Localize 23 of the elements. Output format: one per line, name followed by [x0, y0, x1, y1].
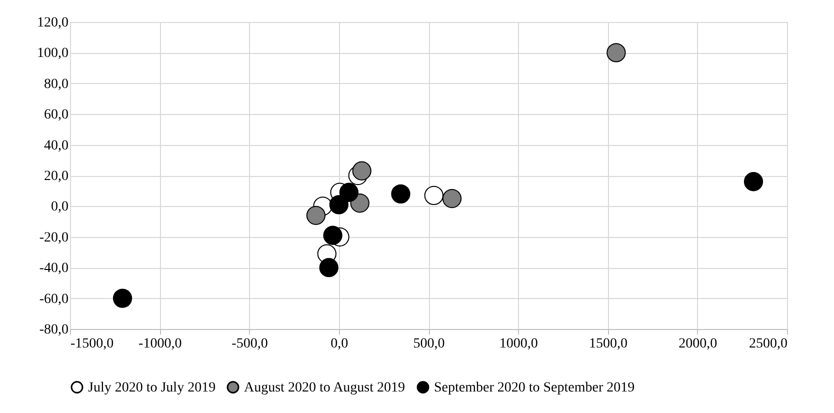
x-tick-label: 2000,0	[678, 336, 718, 352]
y-tick-label: -40,0	[39, 261, 68, 276]
y-tick-label: 80,0	[44, 76, 68, 92]
x-tick-label: -1000,0	[138, 336, 182, 352]
x-tick-label: 500,0	[413, 336, 445, 352]
legend-label: September 2020 to September 2019	[434, 380, 635, 396]
y-tick-label: -80,0	[39, 322, 68, 338]
x-tick-label: -500,0	[232, 336, 268, 352]
x-tick-label: 1500,0	[589, 336, 628, 352]
y-tick-label: -60,0	[39, 292, 68, 307]
x-tick-label: -1500,0	[70, 336, 114, 352]
x-tick-label: 2500,0	[749, 336, 788, 352]
y-tick-label: 40,0	[44, 138, 68, 154]
legend-label: July 2020 to July 2019	[88, 380, 216, 396]
y-tick-label: 20,0	[44, 169, 68, 184]
y-tick-label: 120,0	[37, 16, 68, 30]
y-tick-label: 0,0	[51, 200, 68, 215]
legend-label: August 2020 to August 2019	[244, 380, 406, 396]
y-tick-label: 60,0	[44, 108, 68, 123]
x-tick-label: 0,0	[330, 336, 348, 352]
y-tick-label: 100,0	[37, 46, 68, 62]
x-tick-label: 1000,0	[499, 336, 538, 352]
y-tick-label: -20,0	[39, 230, 68, 246]
